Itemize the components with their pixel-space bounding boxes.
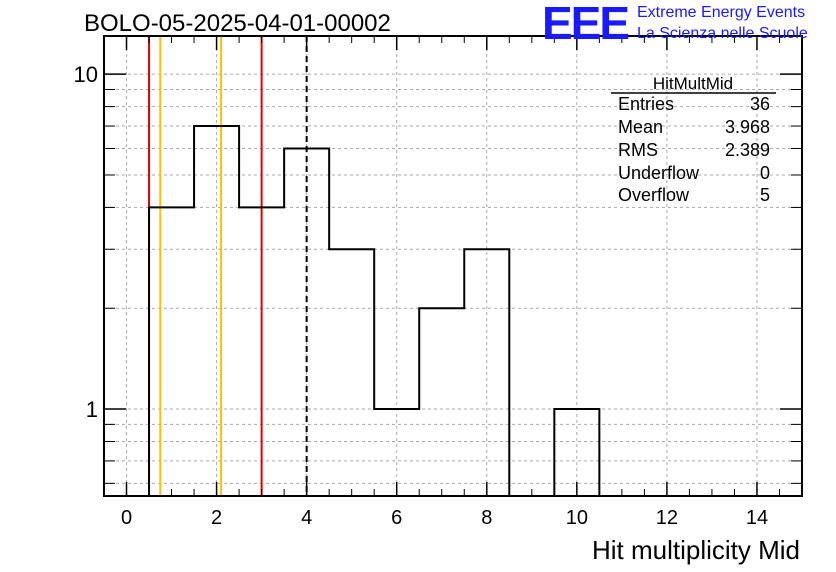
x-tick-label: 6 [391,507,402,529]
x-tick-label: 4 [301,507,312,529]
logo-line-2: La Scienza nelle Scuole [637,25,808,42]
x-tick-label: 2 [211,507,222,529]
reference-lines [148,36,308,496]
y-tick-label: 10 [74,62,98,87]
stats-entries-label: Entries [618,94,674,114]
stats-rms-value: 2.389 [725,140,770,160]
stats-underflow-value: 0 [760,163,770,183]
logo-line-1: Extreme Energy Events [637,4,806,21]
histogram-bin [419,308,464,496]
stats-box: HitMultMid Entries 36 Mean 3.968 RMS 2.3… [611,74,776,205]
plot-frame [103,35,803,497]
stats-rms-label: RMS [618,140,658,160]
stats-box-name: HitMultMid [653,74,733,93]
x-tick-label: 8 [481,507,492,529]
x-tick-label: 0 [121,507,132,529]
axes: 0 2 4 6 8 10 12 14 1 10 [74,36,803,529]
stats-mean-label: Mean [618,117,663,137]
stats-overflow-label: Overflow [618,185,690,205]
grid [104,36,802,496]
stats-underflow-label: Underflow [618,163,700,183]
chart-title: BOLO-05-2025-04-01-00002 [84,10,391,37]
stats-entries-value: 36 [750,94,770,114]
y-tick-label: 1 [86,397,98,422]
eee-logo-mark: EEE [542,0,630,49]
histogram-bin [149,207,194,496]
stats-mean-value: 3.968 [725,117,770,137]
x-tick-label: 14 [746,507,768,529]
histogram-bin [329,249,374,496]
x-tick-label: 10 [566,507,588,529]
x-tick-label: 12 [656,507,678,529]
stats-overflow-value: 5 [760,185,770,205]
x-axis-label: Hit multiplicity Mid [592,535,800,565]
